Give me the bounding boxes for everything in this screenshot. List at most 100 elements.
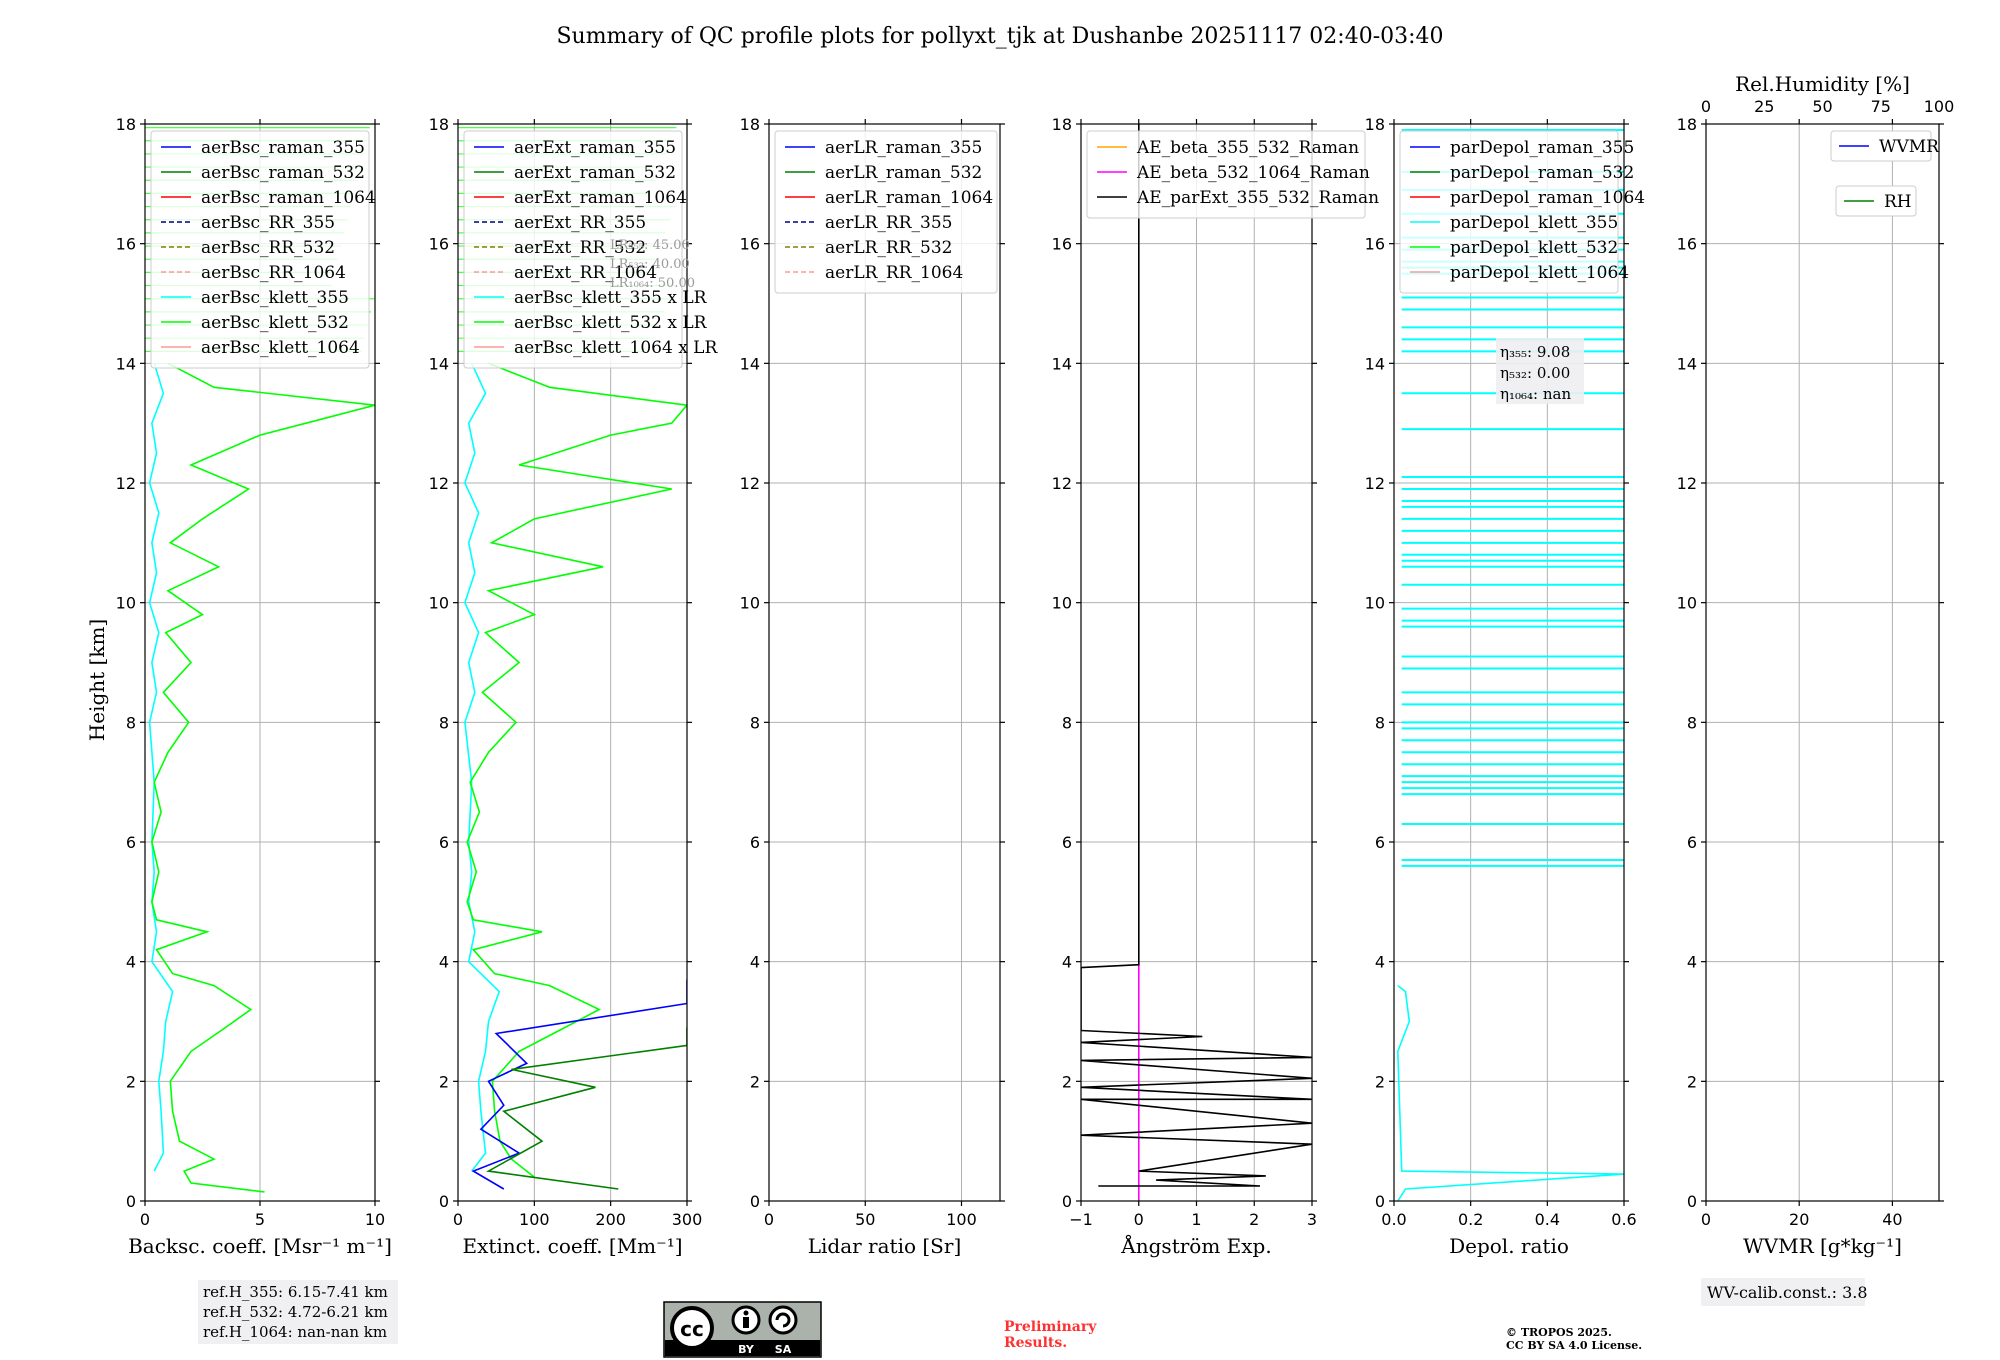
legend-label: aerExt_raman_532: [514, 163, 676, 183]
by-person-body: [743, 1317, 749, 1328]
cc-text: cc: [680, 1317, 704, 1341]
legend-label: aerBsc_klett_1064: [201, 338, 360, 358]
panel-extinction: 0 2 4 6 8 10 12 14 16 18 0 100 200 300 Extinct. coeff.…: [429, 115, 719, 1258]
x-tick-label: 0: [1701, 1210, 1711, 1229]
y-tick-label: 0: [439, 1192, 449, 1211]
y-tick-label: 10: [429, 594, 449, 613]
y-tick-label: 12: [1365, 474, 1385, 493]
y-tick-label: 18: [1677, 115, 1697, 134]
series-aerExt_raman_532: [486, 1027, 687, 1190]
legend-label: parDepol_raman_532: [1450, 163, 1634, 183]
x-axis-label: Depol. ratio: [1449, 1234, 1569, 1258]
x-tick-label: 0: [140, 1210, 150, 1229]
legend-label: WVMR: [1879, 137, 1940, 157]
y-tick-label: 2: [1062, 1072, 1072, 1091]
legend-label: parDepol_klett_355: [1450, 213, 1618, 233]
y-tick-label: 16: [740, 235, 760, 254]
y-tick-label: 14: [429, 354, 449, 373]
series-aerBsc_klett_355 x LR: [464, 362, 501, 1172]
wv-calib-text: WV-calib.const.: 3.8: [1707, 1283, 1868, 1302]
y-tick-label: 16: [1365, 235, 1385, 254]
legend-label: parDepol_raman_1064: [1450, 188, 1645, 208]
y-tick-label: 2: [750, 1072, 760, 1091]
x-tick-label: 10: [365, 1210, 385, 1229]
legend-label: aerBsc_raman_1064: [201, 188, 376, 208]
y-tick-label: 10: [1365, 594, 1385, 613]
y-tick-label: 16: [429, 235, 449, 254]
x-tick-label: 100: [946, 1210, 977, 1229]
legend-label: AE_beta_355_532_Raman: [1136, 138, 1359, 158]
x-tick-label: 50: [855, 1210, 875, 1229]
ref-height-box: ref.H_355: 6.15-7.41 km ref.H_532: 4.72-…: [198, 1280, 398, 1344]
y-tick-label: 0: [750, 1192, 760, 1211]
eta-label: η₃₅₅: 9.08: [1500, 343, 1570, 361]
y-tick-label: 18: [1052, 115, 1072, 134]
top-axis-label: Rel.Humidity [%]: [1735, 72, 1910, 96]
legend-box: [774, 130, 998, 294]
axes-frame: [1705, 123, 1940, 1202]
cc-logo-icon: [670, 1306, 714, 1350]
y-tick-label: 18: [116, 115, 136, 134]
legend-label: AE_beta_532_1064_Raman: [1136, 163, 1370, 183]
eta-box: [1496, 338, 1584, 404]
y-tick-label: 6: [126, 833, 136, 852]
x-tick-label: 0: [764, 1210, 774, 1229]
top-x-tick-label: 25: [1754, 97, 1774, 116]
y-tick-label: 10: [1677, 594, 1697, 613]
legend-label: parDepol_raman_355: [1450, 138, 1634, 158]
series-aerBsc_klett_532: [151, 362, 375, 1193]
y-tick-label: 14: [1052, 354, 1072, 373]
x-axis-label: WVMR [g*kg⁻¹]: [1743, 1234, 1902, 1258]
y-tick-label: 2: [439, 1072, 449, 1091]
y-tick-label: 18: [429, 115, 449, 134]
legend-label: aerBsc_raman_532: [201, 163, 365, 183]
sa-text: SA: [775, 1343, 792, 1356]
x-axis-label: Extinct. coeff. [Mm⁻¹]: [462, 1234, 682, 1258]
legend-label: aerExt_RR_1064: [514, 263, 657, 283]
x-axis-label: Backsc. coeff. [Msr⁻¹ m⁻¹]: [128, 1234, 392, 1258]
ref-height-1064: ref.H_1064: nan-nan km: [203, 1323, 387, 1341]
legend-label: aerLR_RR_355: [825, 213, 952, 233]
x-axis-label: Lidar ratio [Sr]: [808, 1234, 962, 1258]
figure-title: Summary of QC profile plots for pollyxt_…: [556, 24, 1443, 49]
legend-label: aerBsc_klett_532 x LR: [514, 313, 708, 333]
y-tick-label: 14: [1677, 354, 1697, 373]
x-tick-label: 100: [519, 1210, 550, 1229]
legend-box: [1399, 130, 1619, 294]
y-tick-label: 18: [1365, 115, 1385, 134]
ref-height-355: ref.H_355: 6.15-7.41 km: [203, 1283, 388, 1301]
y-tick-label: 12: [740, 474, 760, 493]
x-tick-label: 0: [1134, 1210, 1144, 1229]
legend-label: aerLR_RR_1064: [825, 263, 963, 283]
legend-box: [1835, 185, 1917, 217]
y-tick-label: 4: [439, 953, 449, 972]
sa-share-icon: [768, 1305, 798, 1335]
x-tick-label: 1: [1191, 1210, 1201, 1229]
x-tick-label: 0.4: [1535, 1210, 1560, 1229]
y-tick-label: 6: [439, 833, 449, 852]
legend-label: aerBsc_klett_355 x LR: [514, 288, 708, 308]
axes-frame: [1393, 123, 1625, 1202]
y-tick-label: 6: [1062, 833, 1072, 852]
legend-label: parDepol_klett_532: [1450, 238, 1618, 258]
sa-arrow-path: [775, 1312, 791, 1328]
legend-label: aerBsc_klett_532: [201, 313, 349, 333]
x-tick-label: 2: [1249, 1210, 1259, 1229]
eta-label: η₅₃₂: 0.00: [1500, 364, 1570, 382]
y-tick-label: 2: [1375, 1072, 1385, 1091]
lidar-ratio-label: LR₃₅₅: 45.00: [610, 238, 690, 253]
copyright-line2: CC BY SA 4.0 License.: [1506, 1339, 1642, 1352]
cc-license-badge[interactable]: cc BY SA: [663, 1301, 822, 1358]
y-axis-label: Height [km]: [85, 619, 109, 741]
x-axis-label: Ångström Exp.: [1120, 1233, 1271, 1258]
lidar-ratio-label: LR₅₃₂: 40.00: [610, 257, 690, 272]
top-x-tick-label: 75: [1871, 97, 1891, 116]
y-tick-label: 8: [1375, 713, 1385, 732]
axes-frame: [457, 123, 688, 1202]
legend-label: aerBsc_klett_1064 x LR: [514, 338, 718, 358]
y-tick-label: 10: [740, 594, 760, 613]
y-tick-label: 0: [126, 1192, 136, 1211]
y-tick-label: 0: [1687, 1192, 1697, 1211]
